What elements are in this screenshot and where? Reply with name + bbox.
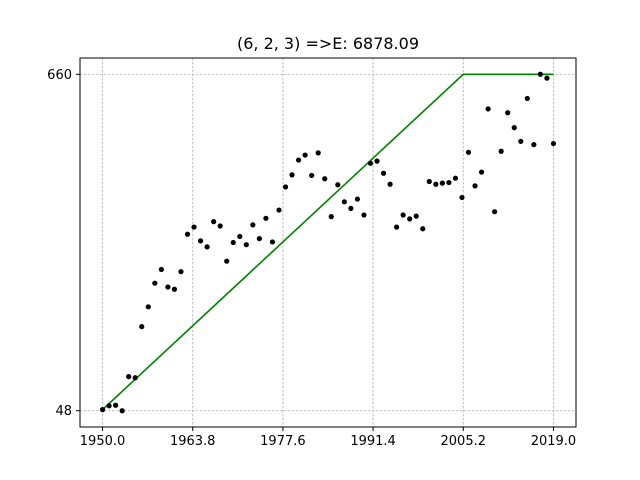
data-point	[498, 148, 504, 154]
x-tick-label: 1991.4	[350, 434, 396, 449]
data-point	[433, 181, 439, 187]
data-point	[407, 216, 413, 222]
y-tick-label: 660	[47, 68, 72, 83]
data-point	[505, 110, 511, 116]
data-point	[361, 212, 367, 218]
data-point	[452, 175, 459, 181]
data-point	[511, 125, 517, 131]
data-point	[184, 231, 191, 237]
data-point	[394, 224, 400, 230]
data-point	[139, 324, 145, 330]
data-point	[413, 213, 419, 219]
data-point	[282, 184, 289, 190]
fit-line	[102, 73, 554, 411]
data-point	[380, 170, 387, 176]
data-point	[518, 138, 524, 144]
data-point	[126, 374, 132, 380]
data-point	[485, 106, 491, 112]
data-point	[224, 258, 230, 264]
data-points-layer	[99, 71, 557, 414]
data-point	[243, 242, 249, 248]
data-point	[230, 239, 236, 246]
data-point	[106, 403, 112, 409]
data-point	[550, 140, 557, 147]
y-axis: 48 660	[47, 68, 80, 419]
data-point	[472, 183, 478, 189]
x-tick-label: 2005.2	[441, 434, 487, 449]
data-point	[335, 182, 341, 188]
data-point	[426, 178, 432, 185]
x-tick-label: 1977.6	[260, 434, 306, 449]
data-point	[348, 205, 354, 212]
data-point	[197, 238, 204, 244]
data-point	[315, 150, 321, 156]
data-point	[478, 169, 485, 175]
data-point	[341, 199, 347, 205]
data-point	[459, 194, 465, 201]
data-point	[465, 149, 472, 155]
data-point	[289, 172, 295, 178]
data-point	[374, 158, 380, 164]
data-point	[367, 160, 374, 166]
data-point	[302, 152, 308, 158]
x-tick-label: 1950.0	[80, 434, 126, 449]
data-point	[165, 284, 171, 290]
data-point	[531, 142, 537, 148]
data-point	[446, 179, 452, 186]
data-point	[217, 223, 223, 229]
plot-frame	[79, 57, 577, 428]
data-point	[263, 215, 269, 221]
data-point	[328, 214, 334, 220]
data-point	[295, 157, 302, 163]
data-point	[152, 280, 158, 286]
data-point	[119, 408, 125, 414]
data-point	[178, 269, 184, 275]
data-point	[204, 244, 210, 250]
data-point	[211, 219, 217, 225]
data-point	[537, 71, 543, 77]
data-point	[113, 402, 119, 408]
data-point	[420, 226, 426, 232]
data-point	[191, 224, 197, 230]
data-point	[544, 75, 550, 81]
data-point	[387, 181, 393, 187]
data-point	[524, 95, 530, 102]
data-point	[158, 266, 164, 273]
x-tick-label: 1963.8	[170, 434, 216, 449]
data-point	[132, 375, 138, 381]
data-point	[439, 180, 445, 186]
data-point	[276, 207, 282, 213]
chart-title: (6, 2, 3) =>E: 6878.09	[237, 34, 419, 53]
fit-line-layer	[102, 73, 554, 411]
data-point	[145, 304, 151, 310]
y-tick-label: 48	[55, 404, 72, 419]
data-point	[269, 239, 276, 245]
x-axis: 1950.0 1963.8 1977.6 1991.4 2005.2 2019.0	[80, 427, 576, 449]
data-point	[250, 222, 256, 228]
data-point	[354, 196, 361, 202]
data-point	[492, 209, 498, 215]
data-point	[237, 233, 243, 240]
data-point	[256, 236, 262, 242]
data-point	[99, 407, 106, 413]
x-tick-label: 2019.0	[531, 434, 577, 449]
data-point	[322, 176, 328, 182]
data-point	[309, 172, 315, 179]
data-point	[400, 212, 406, 218]
data-point	[171, 286, 178, 292]
